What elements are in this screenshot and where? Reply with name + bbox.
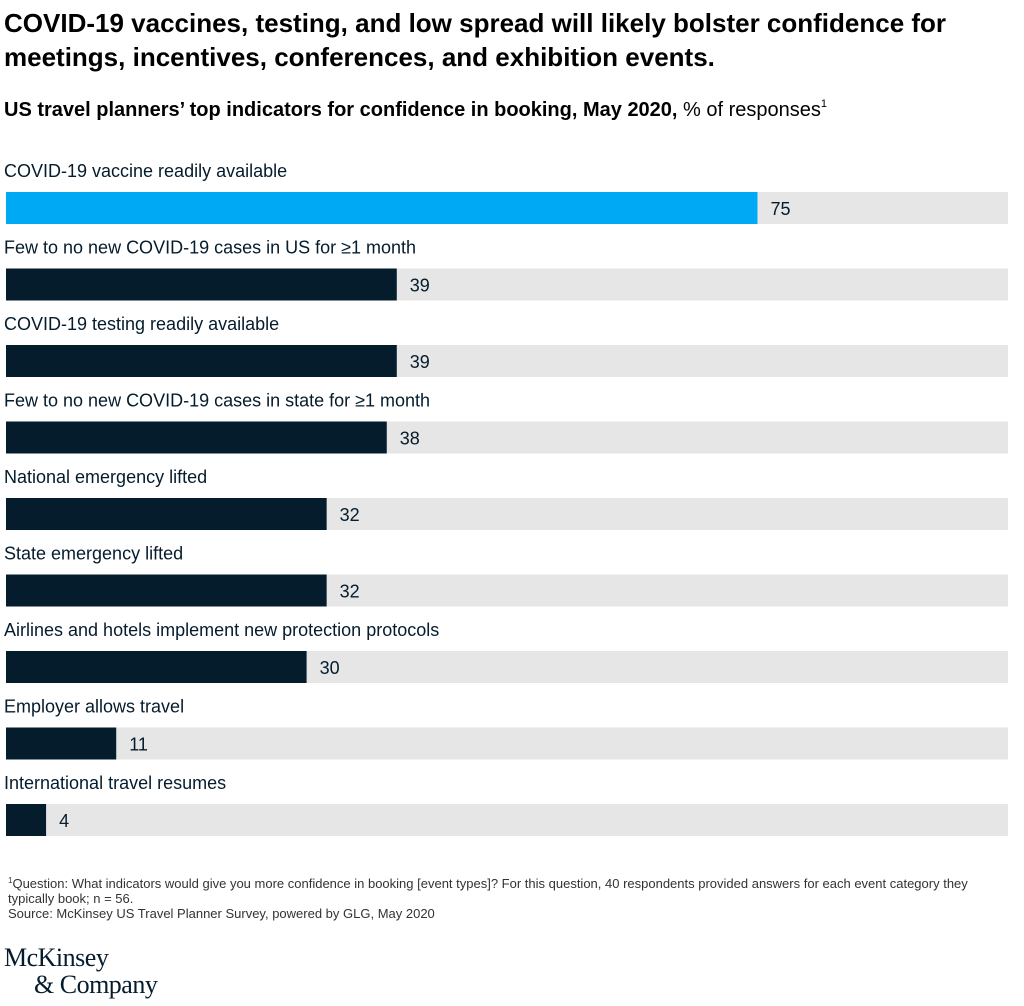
bar-row: State emergency lifted 32 <box>4 544 1008 607</box>
category-label: International travel resumes <box>4 773 226 793</box>
category-label: Few to no new COVID-19 cases in US for ≥… <box>4 238 416 258</box>
subtitle-footnote-marker: 1 <box>820 98 828 110</box>
bar <box>6 192 758 224</box>
bar-row: COVID-19 testing readily available 39 <box>4 314 1008 377</box>
category-label: State emergency lifted <box>4 544 183 564</box>
bar <box>6 345 397 377</box>
subtitle-unit: % of responses <box>677 99 821 121</box>
logo-line-2: & Company <box>34 970 158 999</box>
footnote-marker: 1 <box>8 876 13 885</box>
footnote-source: Source: McKinsey US Travel Planner Surve… <box>8 906 435 921</box>
value-label: 11 <box>129 735 148 755</box>
footnote-question: Question: What indicators would give you… <box>8 876 968 906</box>
footnote-question-line: 1Question: What indicators would give yo… <box>8 876 1008 906</box>
bar-track <box>6 804 1008 836</box>
bar-track <box>6 727 1008 760</box>
chart-title: COVID-19 vaccines, testing, and low spre… <box>4 8 947 72</box>
logo-line-1: McKinsey <box>4 943 109 972</box>
bar-row: Airlines and hotels implement new protec… <box>4 620 1008 683</box>
bar <box>6 268 397 301</box>
value-label: 75 <box>771 199 791 219</box>
bar <box>6 727 117 760</box>
bar <box>6 804 47 836</box>
bar-row: Employer allows travel 11 <box>4 697 1008 760</box>
category-label: Airlines and hotels implement new protec… <box>4 620 439 640</box>
chart-subtitle: US travel planners’ top indicators for c… <box>4 97 1014 123</box>
bar-row: National emergency lifted 32 <box>4 467 1008 530</box>
value-label: 30 <box>320 658 340 678</box>
bar-row: International travel resumes 4 <box>4 773 1008 836</box>
bar <box>6 574 327 607</box>
bar-row: Few to no new COVID-19 cases in state fo… <box>4 391 1008 454</box>
value-label: 39 <box>410 352 430 372</box>
value-label: 38 <box>400 429 420 449</box>
value-label: 32 <box>340 505 360 525</box>
category-label: Few to no new COVID-19 cases in state fo… <box>4 391 430 411</box>
value-label: 4 <box>59 811 69 831</box>
bar <box>6 498 327 530</box>
value-label: 32 <box>340 582 360 602</box>
bar-row: COVID-19 vaccine readily available 75 <box>4 161 1008 224</box>
bar-row: Few to no new COVID-19 cases in US for ≥… <box>4 238 1008 301</box>
category-label: Employer allows travel <box>4 697 184 717</box>
value-label: 39 <box>410 276 430 296</box>
subtitle-main: US travel planners’ top indicators for c… <box>4 99 678 121</box>
bar <box>6 651 307 683</box>
mckinsey-logo: McKinsey & Company <box>4 943 158 999</box>
bar <box>6 421 387 454</box>
footnote: 1Question: What indicators would give yo… <box>8 876 1008 921</box>
category-label: National emergency lifted <box>4 467 207 487</box>
category-label: COVID-19 vaccine readily available <box>4 161 287 181</box>
bar-chart: COVID-19 vaccine readily available 75 Few … <box>4 161 1008 836</box>
category-label: COVID-19 testing readily available <box>4 314 279 334</box>
